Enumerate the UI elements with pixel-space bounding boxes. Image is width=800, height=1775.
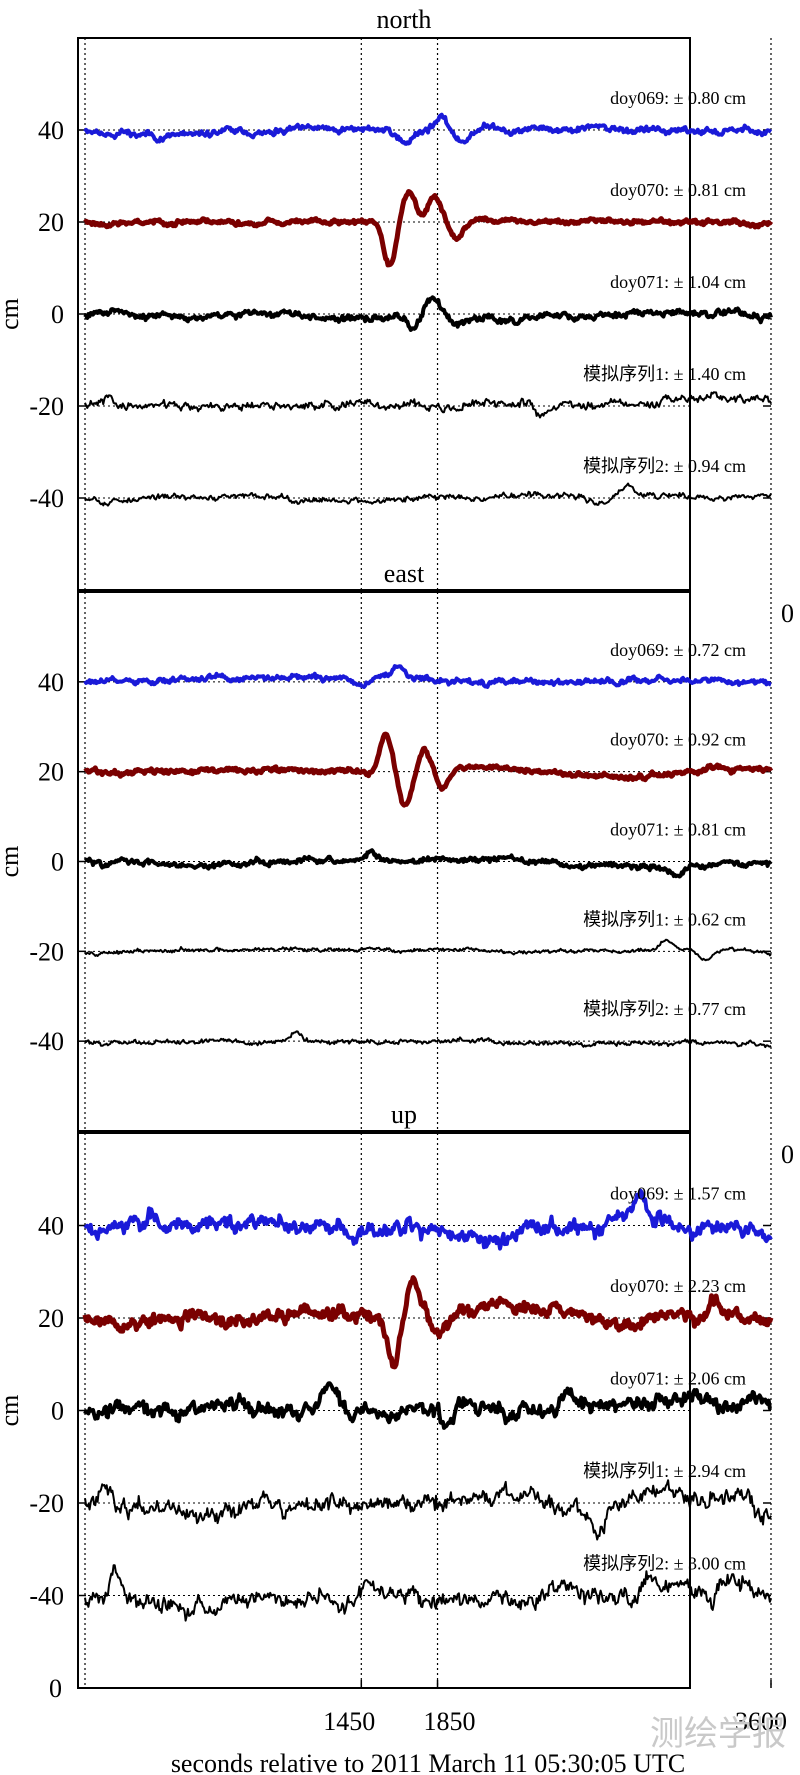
y-tick-label: -20 [29,392,64,421]
series-label-doy069: doy069: ± 0.80 cm [610,88,746,108]
x-tick-labels: 1450 1850 3600 [323,1680,787,1736]
y-tick-label: -20 [29,1489,64,1518]
series-label-doy071: doy071: ± 2.06 cm [610,1369,746,1389]
series-line-doy069 [83,112,773,146]
panel-north: 40 20 0 -20 -40 cm north doy069: ± 0.80 cm doy07… [0,5,774,591]
series-line-doy069 [83,1188,773,1251]
y-tick-label: 20 [38,758,64,787]
series-line-模拟序列2 [84,1564,772,1622]
y-tick-label: 40 [38,1212,64,1241]
y-tick-label: -40 [29,484,64,513]
series-line-模拟序列2 [84,482,772,507]
series-label-模拟序列1: 模拟序列1: ± 1.40 cm [583,364,746,384]
x-tick-label: 1450 [323,1707,375,1736]
series-label-doy070: doy070: ± 0.92 cm [610,730,746,750]
series-label-doy069: doy069: ± 0.72 cm [610,640,746,660]
series-line-模拟序列1 [84,391,772,419]
series-line-doy071 [83,295,773,332]
journal-watermark: 测绘学报 [650,1714,786,1754]
series-label-模拟序列1: 模拟序列1: ± 0.62 cm [583,909,746,929]
series-line-doy071 [83,848,773,879]
y-tick-label: 40 [38,116,64,145]
series-line-doy069 [83,664,772,689]
x-axis-label: seconds relative to 2011 March 11 05:30:… [171,1749,685,1775]
series-line-模拟序列2 [84,1030,772,1049]
panel-title: east [384,559,425,588]
panel-title: up [391,1100,417,1129]
series-label-模拟序列2: 模拟序列2: ± 0.77 cm [583,999,746,1019]
panel-up: 40 20 0 -20 -40 cm up 0 doy069: ± 1.57 cm doy070:… [0,1100,794,1689]
series-line-doy070 [82,1275,774,1370]
y-axis-title: cm [0,298,24,330]
series-line-模拟序列1 [84,1479,772,1541]
series-label-doy071: doy071: ± 0.81 cm [610,820,746,840]
y-tick-label: 20 [38,208,64,237]
y-tick-label: -40 [29,1582,64,1611]
series-label-doy070: doy070: ± 0.81 cm [610,180,746,200]
panel-title: north [377,5,432,34]
series-line-模拟序列1 [84,938,772,962]
y-axis-title: cm [0,1395,24,1427]
panel-edge-label: 0 [781,1140,794,1169]
series-label-模拟序列1: 模拟序列1: ± 2.94 cm [583,1461,746,1481]
y-tick-label: 40 [38,668,64,697]
series-label-模拟序列2: 模拟序列2: ± 3.00 cm [583,1554,746,1574]
series-label-doy070: doy070: ± 2.23 cm [610,1276,746,1296]
series-line-doy070 [83,189,774,268]
y-tick-label: -20 [29,937,64,966]
y-tick-label: 0 [51,1397,64,1426]
y-tick-label: 0 [51,300,64,329]
bottom-zero-tick: 0 [49,1674,62,1703]
series-label-模拟序列2: 模拟序列2: ± 0.94 cm [583,456,746,476]
y-tick-label: 0 [51,848,64,877]
x-tick-label: 3600 [735,1707,787,1736]
series-line-doy070 [83,731,774,808]
y-axis-title: cm [0,846,24,878]
series-label-doy069: doy069: ± 1.57 cm [610,1184,746,1204]
y-tick-label: -40 [29,1027,64,1056]
panel-east: 40 20 0 -20 -40 cm east 0 doy069: ± 0.72 cm doy07… [0,559,794,1132]
y-tick-label: 20 [38,1304,64,1333]
series-label-doy071: doy071: ± 1.04 cm [610,272,746,292]
chart-panels: 40 20 0 -20 -40 cm north doy069: ± 0.80 cm doy07… [0,5,794,1689]
x-tick-label: 1850 [424,1707,476,1736]
series-line-doy071 [83,1381,772,1430]
panel-edge-label: 0 [781,599,794,628]
